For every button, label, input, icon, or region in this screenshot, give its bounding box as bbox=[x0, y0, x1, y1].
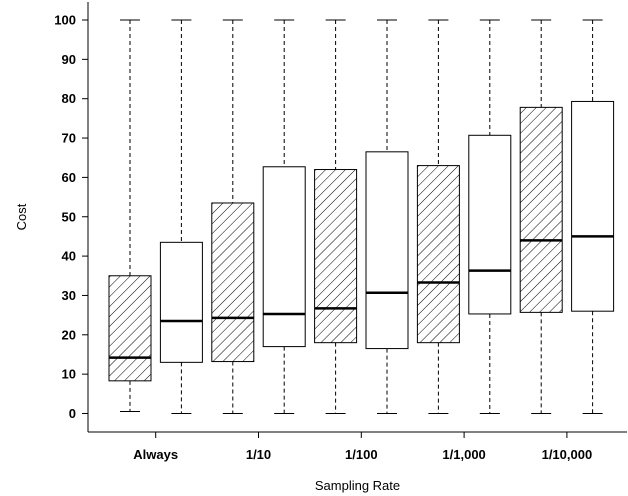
y-tick-label: 90 bbox=[62, 52, 76, 67]
y-tick-label: 50 bbox=[62, 209, 76, 224]
y-tick-label: 70 bbox=[62, 131, 76, 146]
iqr-box bbox=[108, 275, 152, 382]
y-tick-label: 60 bbox=[62, 170, 76, 185]
box-group bbox=[519, 19, 563, 414]
box-group bbox=[262, 19, 306, 414]
y-tick-label: 30 bbox=[62, 288, 76, 303]
x-tick-label: 1/1,000 bbox=[442, 447, 485, 462]
iqr-box bbox=[314, 169, 358, 344]
iqr-box bbox=[416, 165, 460, 344]
box-group bbox=[365, 19, 409, 414]
y-tick-label: 20 bbox=[62, 327, 76, 342]
box-group bbox=[416, 19, 460, 414]
iqr-box bbox=[365, 151, 409, 350]
iqr-box bbox=[211, 202, 255, 363]
y-tick-label: 40 bbox=[62, 249, 76, 264]
y-tick-label: 0 bbox=[69, 406, 76, 421]
x-tick-label: Always bbox=[133, 447, 178, 462]
iqr-box bbox=[468, 134, 512, 315]
y-tick-label: 100 bbox=[54, 13, 76, 28]
x-tick-label: 1/10 bbox=[246, 447, 271, 462]
iqr-box bbox=[571, 100, 615, 312]
iqr-box bbox=[519, 106, 563, 313]
y-axis-title: Cost bbox=[14, 203, 29, 230]
box-group bbox=[211, 19, 255, 414]
x-axis-title: Sampling Rate bbox=[315, 478, 400, 493]
x-tick-label: 1/10,000 bbox=[542, 447, 593, 462]
y-axis: 0 10 20 30 40 50 60 70 80 90 100 bbox=[54, 13, 88, 421]
box-group bbox=[571, 19, 615, 414]
box-group bbox=[108, 19, 152, 413]
y-tick-label: 10 bbox=[62, 367, 76, 382]
y-tick-label: 80 bbox=[62, 91, 76, 106]
boxes bbox=[108, 19, 615, 414]
x-axis: Always 1/10 1/100 1/1,000 1/10,000 bbox=[133, 432, 592, 462]
box-group bbox=[159, 19, 203, 414]
iqr-box bbox=[159, 241, 203, 363]
x-tick-label: 1/100 bbox=[345, 447, 378, 462]
iqr-box bbox=[262, 166, 306, 348]
box-group bbox=[468, 19, 512, 414]
box-group bbox=[314, 19, 358, 414]
